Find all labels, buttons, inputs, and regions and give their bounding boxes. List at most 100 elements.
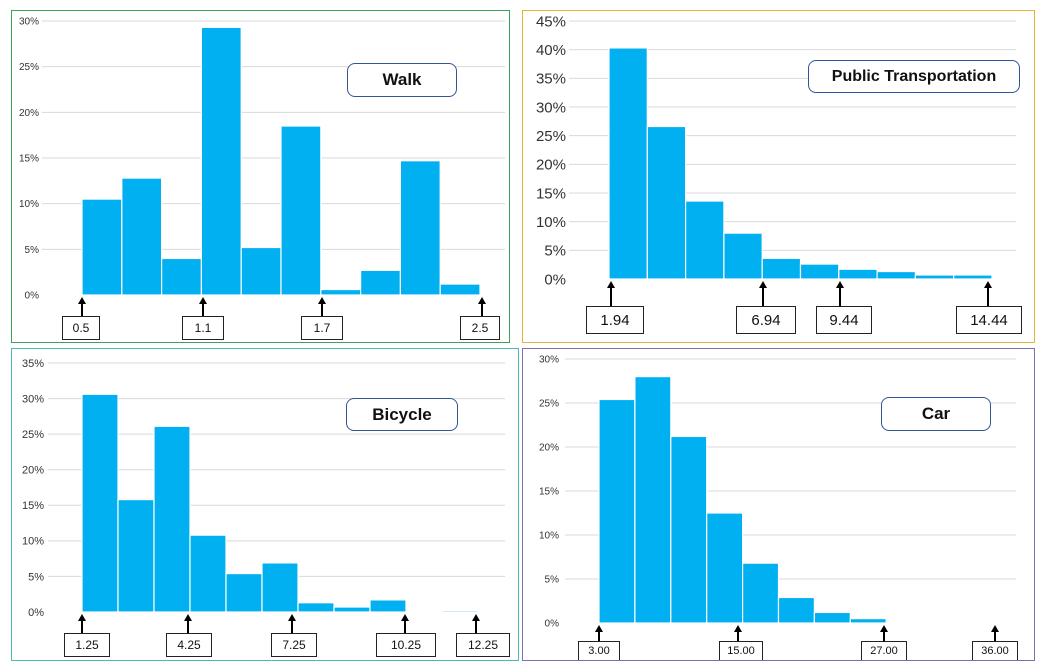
bin-marker-label: 0.5 bbox=[62, 316, 100, 340]
bin-marker-label: 7.25 bbox=[271, 633, 317, 657]
histogram-bar bbox=[761, 257, 802, 280]
y-tick-label: 25% bbox=[539, 399, 559, 410]
car-chart-title: Car bbox=[881, 397, 991, 431]
walk-chart-title: Walk bbox=[347, 63, 457, 97]
bin-marker-label: 1.7 bbox=[301, 316, 343, 340]
y-tick-label: 0% bbox=[28, 607, 44, 619]
histogram-bar bbox=[921, 621, 959, 624]
walk-histogram-plot: 0% 5% 10% 15% 20% 25% 30% bbox=[19, 17, 505, 302]
histogram-bar bbox=[225, 572, 263, 613]
y-tick-label: 15% bbox=[536, 185, 566, 202]
histogram-bar bbox=[405, 611, 443, 614]
histogram-bar bbox=[914, 274, 955, 280]
y-tick-label: 40% bbox=[536, 42, 566, 59]
histogram-bar bbox=[608, 47, 648, 280]
y-tick-label: 30% bbox=[536, 99, 566, 116]
histogram-bar bbox=[399, 160, 441, 296]
histogram-bar bbox=[333, 606, 371, 613]
y-tick-label: 30% bbox=[19, 17, 39, 28]
car-histogram-panel: 0% 5% 10% 15% 20% 25% 30% Car 3.00 15.00 27.00 36… bbox=[522, 348, 1035, 661]
histogram-bar bbox=[121, 177, 163, 296]
y-tick-label: 0% bbox=[545, 619, 560, 630]
y-tick-label: 15% bbox=[19, 154, 39, 165]
histogram-bar bbox=[723, 232, 763, 280]
y-tick-label: 20% bbox=[22, 465, 44, 477]
histogram-bar bbox=[706, 512, 744, 624]
bin-marker-label: 15.00 bbox=[719, 641, 763, 660]
histogram-bar bbox=[200, 26, 242, 296]
y-tick-label: 20% bbox=[19, 108, 39, 119]
y-tick-label: 15% bbox=[539, 487, 559, 498]
histogram-bar bbox=[117, 498, 155, 613]
histogram-bar bbox=[369, 599, 407, 613]
y-tick-label: 5% bbox=[25, 245, 40, 256]
histogram-bar bbox=[81, 198, 123, 296]
bin-marker-label: 4.25 bbox=[166, 633, 212, 657]
y-tick-label: 10% bbox=[536, 214, 566, 231]
histogram-bar bbox=[885, 621, 923, 624]
bin-marker-label: 6.94 bbox=[736, 306, 796, 334]
histogram-bar bbox=[646, 125, 687, 280]
car-histogram-plot: 0% 5% 10% 15% 20% 25% 30% bbox=[539, 355, 1016, 630]
y-tick-label: 30% bbox=[539, 355, 559, 366]
y-tick-label: 35% bbox=[22, 358, 44, 370]
y-tick-label: 35% bbox=[536, 71, 566, 88]
bicycle-histogram-panel: 0% 5% 10% 15% 20% 25% 30% 35% Bicycle 1.25 4.25 7… bbox=[11, 348, 519, 661]
histogram-bar bbox=[876, 270, 917, 280]
y-tick-label: 0% bbox=[544, 271, 566, 288]
y-tick-label: 10% bbox=[19, 199, 39, 210]
y-tick-label: 25% bbox=[22, 429, 44, 441]
bin-marker-label: 1.94 bbox=[586, 306, 644, 334]
y-tick-label: 20% bbox=[536, 157, 566, 174]
bin-marker-label: 1.1 bbox=[182, 316, 224, 340]
histogram-bar bbox=[161, 257, 203, 296]
y-tick-label: 25% bbox=[536, 128, 566, 145]
bin-marker-label: 12.25 bbox=[456, 633, 510, 657]
histogram-bar bbox=[813, 611, 851, 624]
y-tick-label: 15% bbox=[22, 500, 44, 512]
histogram-bar bbox=[777, 596, 816, 624]
y-tick-label: 25% bbox=[19, 62, 39, 73]
histogram-bar bbox=[81, 393, 119, 613]
histogram-bar bbox=[360, 269, 402, 296]
bin-marker-label: 14.44 bbox=[956, 306, 1022, 334]
y-tick-label: 20% bbox=[539, 443, 559, 454]
y-tick-label: 5% bbox=[28, 571, 44, 583]
histogram-bar bbox=[280, 125, 322, 296]
histogram-bar bbox=[953, 274, 993, 280]
histogram-bar bbox=[320, 288, 362, 296]
bin-marker-label: 3.00 bbox=[578, 641, 620, 660]
histogram-bar bbox=[189, 534, 227, 613]
walk-histogram-panel: 0% 5% 10% 15% 20% 25% 30% Walk 0.5 1.1 1.7 2.5 bbox=[11, 10, 510, 343]
histogram-bar bbox=[685, 200, 725, 280]
bin-marker-label: 27.00 bbox=[861, 641, 907, 660]
histogram-bar bbox=[240, 246, 282, 296]
histogram-bar bbox=[153, 425, 191, 613]
histogram-bar bbox=[634, 376, 672, 624]
y-tick-label: 10% bbox=[539, 531, 559, 542]
histogram-bar bbox=[957, 621, 995, 624]
bicycle-histogram-plot: 0% 5% 10% 15% 20% 25% 30% 35% bbox=[22, 358, 505, 619]
bin-marker-label: 9.44 bbox=[816, 306, 872, 334]
y-tick-label: 0% bbox=[25, 291, 40, 302]
histogram-bar bbox=[799, 263, 840, 280]
bin-marker-label: 2.5 bbox=[460, 316, 500, 340]
histogram-bar bbox=[670, 435, 708, 624]
histogram-bar bbox=[439, 283, 481, 296]
histogram-bar bbox=[838, 268, 878, 280]
public-transportation-chart-title: Public Transportation bbox=[808, 60, 1020, 93]
histogram-bar bbox=[297, 602, 335, 613]
bin-marker-label: 36.00 bbox=[972, 641, 1018, 660]
histogram-bar bbox=[441, 609, 479, 613]
histogram-bar bbox=[742, 562, 780, 624]
bin-marker-label: 10.25 bbox=[376, 633, 436, 657]
y-tick-label: 5% bbox=[544, 243, 566, 260]
bicycle-chart-title: Bicycle bbox=[346, 398, 458, 431]
histogram-bar bbox=[261, 562, 299, 613]
bin-marker-label: 1.25 bbox=[64, 633, 110, 657]
y-tick-label: 30% bbox=[22, 393, 44, 405]
public-transportation-histogram-plot: 0% 5% 10% 15% 20% 25% 30% 35% 40% 45% bbox=[536, 13, 1016, 288]
y-tick-label: 5% bbox=[545, 575, 560, 586]
histogram-bar bbox=[598, 398, 636, 624]
public-transportation-histogram-panel: 0% 5% 10% 15% 20% 25% 30% 35% 40% 45% Public Tran… bbox=[522, 10, 1035, 343]
